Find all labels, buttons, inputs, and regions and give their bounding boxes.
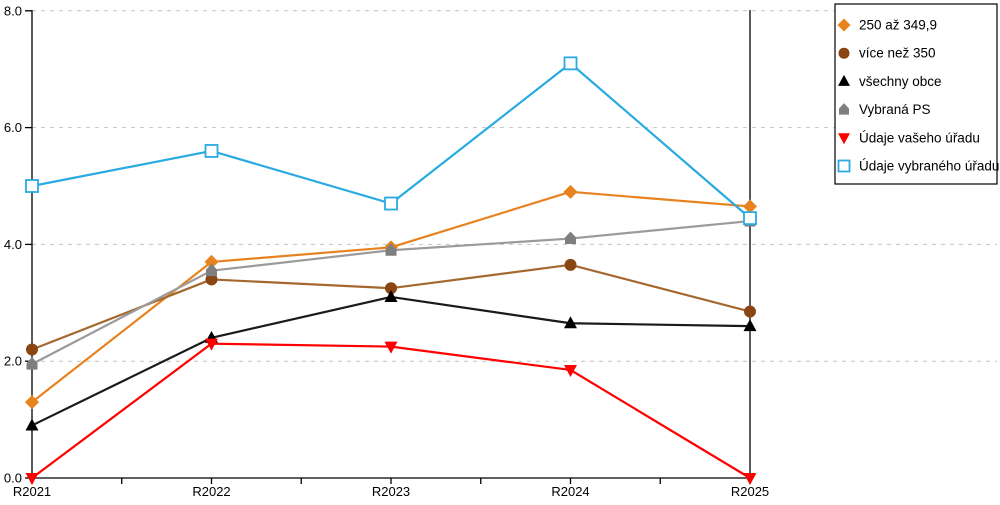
pentagon-icon (206, 263, 217, 277)
series-line (30, 295, 752, 427)
circle-icon (385, 282, 397, 295)
legend-item: více než 350 (838, 46, 936, 61)
x-tick-label: R2022 (192, 484, 230, 499)
legend-label: Údaje vybraného úřadu (859, 159, 999, 174)
legend-item: 250 až 349,9 (837, 18, 937, 33)
square-open-icon (837, 159, 851, 173)
legend-item: Údaje vašeho úřadu (838, 130, 980, 145)
triangle-up-icon (743, 319, 757, 332)
square-open-icon (384, 196, 398, 211)
legend: 250 až 349,9 více než 350 všechny obce Vybr… (834, 3, 999, 185)
diamond-icon (25, 395, 39, 410)
triangle-up-icon (564, 316, 577, 329)
circle-icon (205, 273, 218, 286)
legend-label: více než 350 (859, 46, 936, 61)
legend-item: všechny obce (838, 74, 942, 89)
y-tick-label: 4.0 (4, 237, 22, 252)
y-tick-label: 6.0 (4, 120, 22, 135)
series-square-open (25, 56, 757, 226)
triangle-up-icon (25, 418, 39, 431)
triangle-down-icon (25, 473, 39, 485)
y-tick-label: 8.0 (4, 3, 22, 18)
y-tick-label: 0.0 (4, 471, 22, 486)
x-tick-label: R2021 (13, 484, 51, 499)
diamond-icon (563, 184, 578, 199)
triangle-up-icon (384, 289, 398, 302)
pentagon-icon (839, 103, 849, 115)
legend-label: Údaje vašeho úřadu (859, 130, 980, 145)
series-triangle-down (25, 338, 757, 485)
legend-label: Vybraná PS (859, 102, 931, 117)
triangle-up-icon (838, 74, 850, 86)
square-open-icon (743, 211, 757, 226)
series-line (30, 342, 752, 480)
series-line (30, 62, 752, 220)
y-tick-label: 2.0 (4, 354, 22, 369)
circle-icon (838, 47, 850, 59)
pentagon-icon (565, 231, 576, 245)
series-triangle-up (25, 289, 757, 431)
diamond-icon (837, 18, 851, 32)
series-circle (26, 258, 756, 356)
diamond-icon (743, 199, 757, 214)
legend-box (834, 3, 998, 185)
pentagon-icon (385, 243, 397, 256)
circle-icon (564, 258, 577, 271)
triangle-down-icon (205, 338, 218, 351)
square-open-icon (204, 144, 219, 158)
legend-item: Vybraná PS (839, 102, 931, 117)
square-open-icon (563, 56, 578, 71)
pentagon-icon (26, 357, 38, 370)
legend-label: 250 až 349,9 (859, 18, 937, 33)
circle-icon (744, 305, 756, 318)
square-open-icon (25, 179, 39, 193)
triangle-down-icon (838, 133, 850, 145)
x-tick-label: R2024 (551, 484, 589, 499)
x-tick-label: R2023 (372, 484, 410, 499)
series-pentagon (26, 214, 756, 370)
triangle-down-icon (564, 364, 577, 377)
legend-label: všechny obce (859, 74, 942, 89)
triangle-down-icon (384, 341, 398, 354)
triangle-down-icon (743, 473, 757, 485)
legend-item: Údaje vybraného úřadu (837, 159, 999, 174)
circle-icon (26, 343, 38, 356)
x-tick-label: R2025 (731, 484, 769, 499)
diamond-icon (204, 254, 219, 269)
